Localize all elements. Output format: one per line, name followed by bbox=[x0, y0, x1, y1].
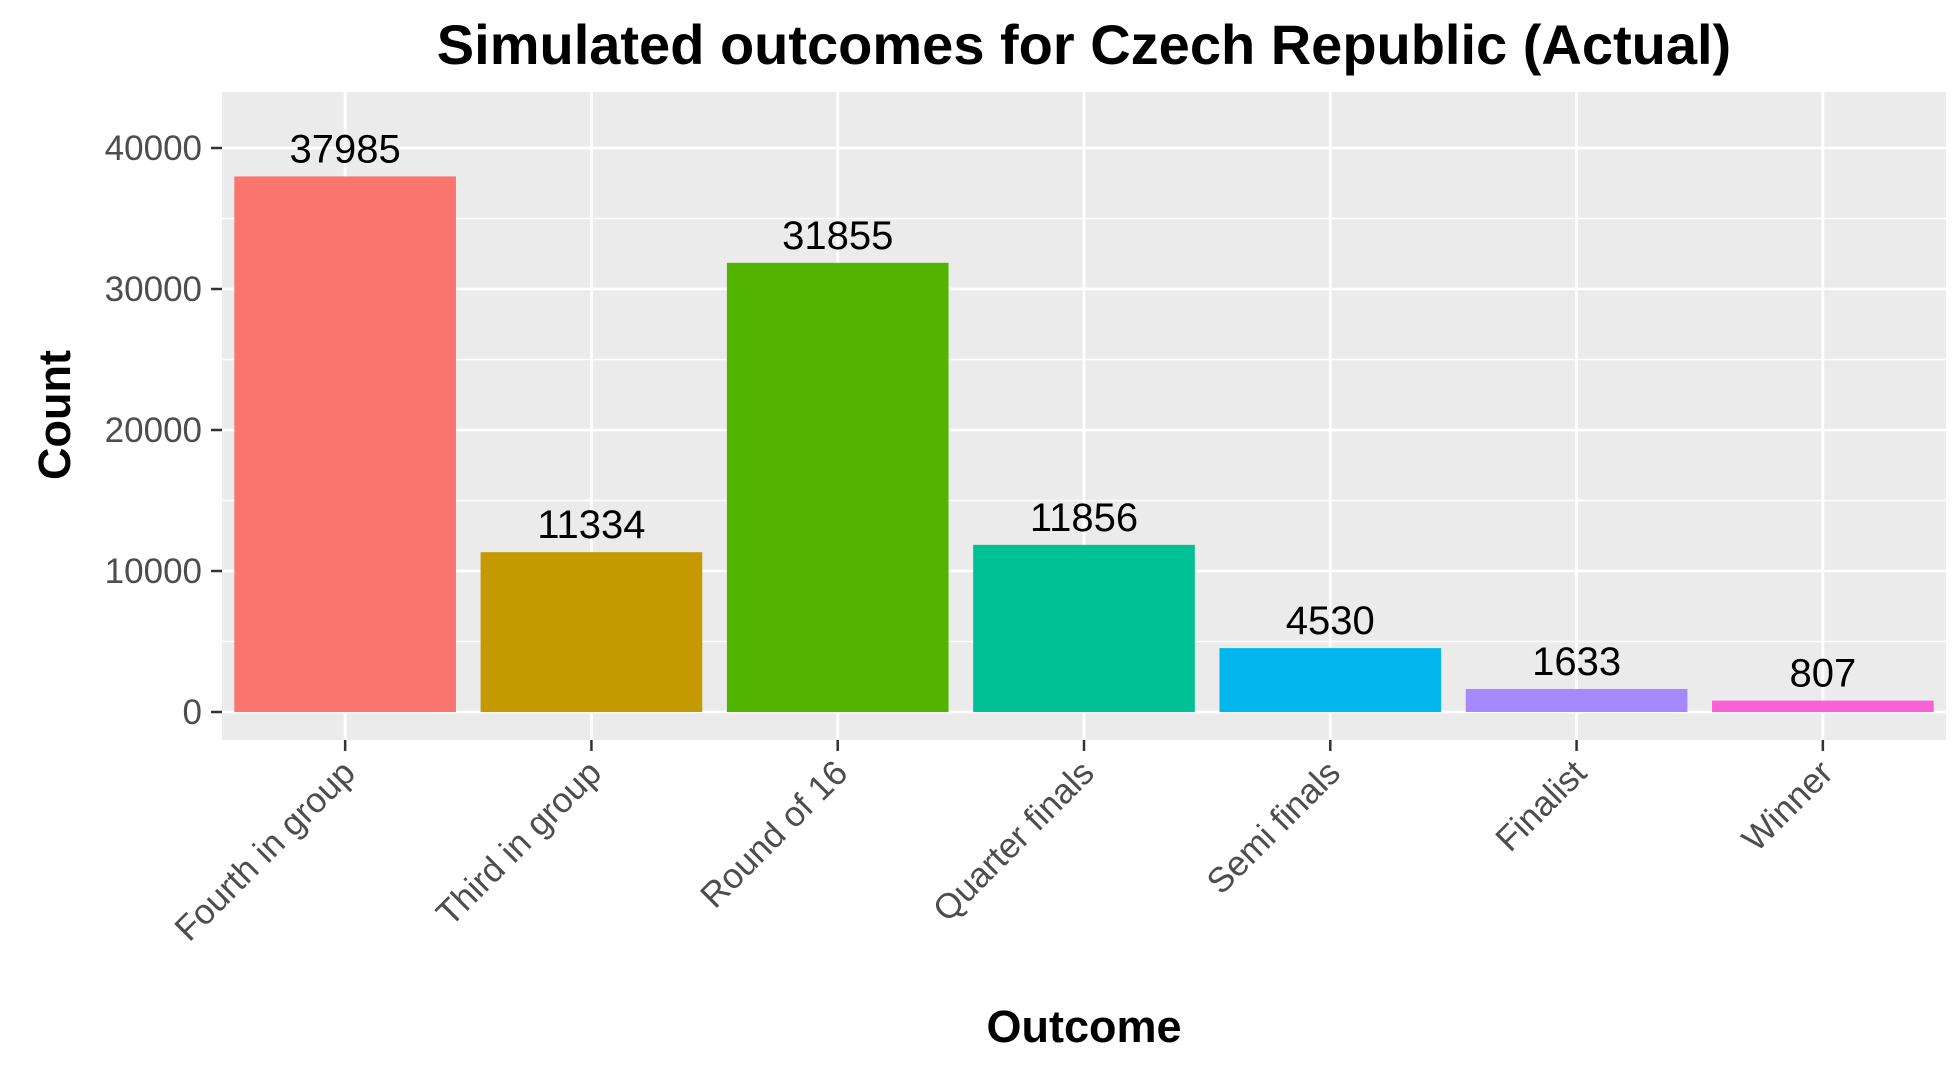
y-axis-title: Count bbox=[29, 350, 80, 480]
y-tick-label: 20000 bbox=[105, 411, 202, 450]
bar-value-label: 4530 bbox=[1286, 599, 1375, 643]
bar-value-label: 11334 bbox=[537, 503, 645, 547]
bar-value-labels: 37985 11334 31855 11856 4530 1633 807 bbox=[290, 127, 1857, 695]
bar-quarter-finals bbox=[973, 544, 1195, 712]
bar-value-label: 37985 bbox=[290, 127, 401, 171]
chart-title: Simulated outcomes for Czech Republic (A… bbox=[437, 13, 1731, 76]
x-axis-title: Outcome bbox=[986, 1001, 1181, 1052]
bar-value-label: 1633 bbox=[1532, 640, 1621, 684]
bar-semi-finals bbox=[1219, 648, 1442, 712]
bar-winner bbox=[1712, 700, 1934, 712]
bar-value-label: 31855 bbox=[782, 214, 893, 258]
bar-third-in-group bbox=[480, 552, 703, 712]
bar-value-label: 11856 bbox=[1030, 496, 1138, 540]
bar-finalist bbox=[1465, 688, 1688, 712]
bar-fourth-in-group bbox=[234, 176, 456, 712]
y-tick-label: 10000 bbox=[105, 552, 202, 591]
y-axis: 0 10000 20000 30000 40000 bbox=[105, 129, 222, 732]
y-tick-label: 40000 bbox=[105, 129, 202, 168]
bars bbox=[234, 176, 1934, 712]
bar-round-of-16 bbox=[726, 262, 949, 712]
bar-value-label: 807 bbox=[1789, 652, 1856, 696]
y-tick-label: 0 bbox=[183, 693, 202, 732]
y-tick-label: 30000 bbox=[105, 270, 202, 309]
